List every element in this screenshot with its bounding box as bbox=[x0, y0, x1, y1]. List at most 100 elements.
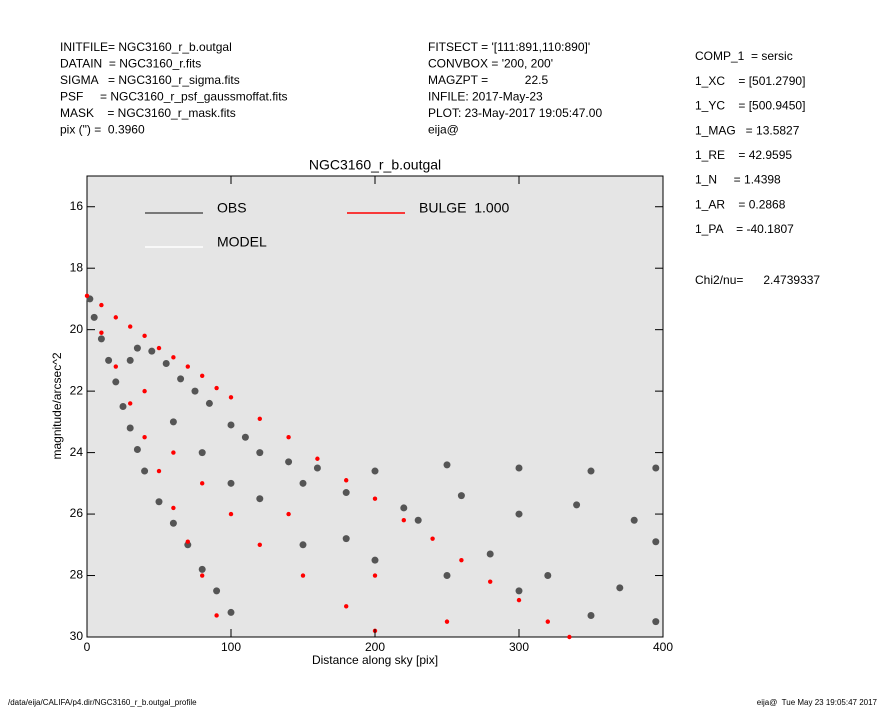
header-line: PLOT: 23-May-2017 19:05:47.00 bbox=[428, 106, 602, 120]
header-line: COMP_1 = sersic bbox=[695, 49, 793, 63]
x-tick-label: 400 bbox=[653, 640, 673, 654]
point bbox=[142, 333, 147, 339]
point bbox=[142, 388, 147, 394]
plot-area bbox=[86, 175, 664, 638]
point bbox=[300, 573, 306, 578]
point bbox=[99, 302, 104, 308]
header-line: INITFILE= NGC3160_r_b.outgal bbox=[60, 40, 232, 54]
point bbox=[177, 375, 185, 383]
point bbox=[171, 450, 176, 455]
header-line: 1_MAG = 13.5827 bbox=[695, 123, 800, 137]
point bbox=[119, 403, 127, 410]
point bbox=[544, 572, 552, 580]
point bbox=[128, 324, 133, 329]
y-tick-label: 20 bbox=[70, 322, 84, 336]
point bbox=[285, 458, 293, 466]
point bbox=[155, 498, 163, 506]
point bbox=[630, 516, 638, 524]
point bbox=[652, 618, 660, 626]
x-tick-label: 200 bbox=[365, 640, 385, 654]
point bbox=[112, 378, 120, 386]
point bbox=[90, 313, 98, 321]
point bbox=[171, 355, 176, 360]
point bbox=[344, 604, 349, 609]
header-line: INFILE: 2017-May-23 bbox=[428, 90, 543, 104]
point bbox=[342, 535, 350, 543]
header-line: eija@ bbox=[428, 123, 459, 137]
point bbox=[156, 345, 162, 351]
y-tick-label: 30 bbox=[70, 629, 84, 643]
chart-title: NGC3160_r_b.outgal bbox=[309, 157, 441, 173]
point bbox=[342, 489, 350, 497]
y-tick-label: 16 bbox=[70, 199, 84, 213]
point bbox=[148, 347, 156, 355]
header-line: 1_YC = [500.9450] bbox=[695, 99, 805, 113]
point bbox=[515, 510, 523, 518]
point bbox=[256, 449, 264, 457]
point bbox=[162, 359, 170, 367]
legend-label: OBS bbox=[217, 200, 247, 216]
point bbox=[400, 504, 408, 512]
point bbox=[344, 478, 349, 483]
y-tick-label: 18 bbox=[70, 260, 84, 274]
y-tick-label: 22 bbox=[70, 383, 84, 397]
point bbox=[113, 364, 119, 369]
point bbox=[228, 511, 234, 517]
header-line: 1_N = 1.4398 bbox=[695, 173, 781, 187]
point bbox=[97, 335, 105, 343]
legend-label: BULGE 1.000 bbox=[419, 200, 509, 216]
point bbox=[457, 492, 465, 500]
point bbox=[185, 364, 190, 369]
point bbox=[200, 481, 205, 486]
point bbox=[169, 418, 177, 426]
point bbox=[142, 435, 147, 440]
point bbox=[652, 538, 660, 546]
header-line: MAGZPT = 22.5 bbox=[428, 73, 548, 87]
point bbox=[228, 395, 234, 400]
header-line: PSF = NGC3160_r_psf_gaussmoffat.fits bbox=[60, 90, 288, 104]
y-axis-label: magnitude/arcsec^2 bbox=[50, 352, 64, 459]
point bbox=[200, 373, 205, 378]
header-line: CONVBOX = '200, 200' bbox=[428, 57, 553, 71]
point bbox=[133, 446, 141, 454]
point bbox=[616, 584, 624, 592]
point bbox=[227, 608, 235, 616]
point bbox=[205, 399, 213, 407]
point bbox=[567, 634, 572, 640]
point bbox=[99, 330, 104, 335]
point bbox=[191, 387, 199, 395]
point bbox=[444, 619, 450, 624]
point bbox=[257, 416, 262, 421]
point bbox=[227, 479, 235, 487]
header-line: 1_XC = [501.2790] bbox=[695, 74, 805, 88]
point bbox=[286, 435, 291, 440]
x-tick-label: 300 bbox=[509, 640, 529, 654]
point bbox=[486, 550, 494, 558]
points bbox=[84, 293, 660, 640]
point bbox=[443, 572, 451, 580]
point bbox=[198, 565, 206, 573]
point bbox=[372, 496, 378, 501]
point bbox=[213, 587, 221, 595]
point bbox=[227, 421, 235, 429]
header-line: 1_AR = 0.2868 bbox=[695, 197, 786, 211]
point bbox=[652, 464, 660, 472]
legend-label: MODEL bbox=[217, 234, 267, 250]
point bbox=[84, 293, 90, 299]
footer-left: /data/eija/CALIFA/p4.dir/NGC3160_r_b.out… bbox=[8, 698, 197, 707]
point bbox=[128, 401, 133, 406]
point bbox=[459, 557, 464, 563]
y-tick-label: 28 bbox=[70, 568, 84, 582]
header-line: SIGMA = NGC3160_r_sigma.fits bbox=[60, 73, 240, 87]
point bbox=[126, 424, 134, 432]
point bbox=[401, 518, 406, 523]
point bbox=[299, 541, 307, 549]
header-line: 1_PA = -40.1807 bbox=[695, 222, 794, 236]
point bbox=[198, 449, 206, 457]
header-line: MASK = NGC3160_r_mask.fits bbox=[60, 106, 236, 120]
y-tick-label: 26 bbox=[70, 506, 84, 520]
x-tick-label: 100 bbox=[221, 640, 241, 654]
point bbox=[371, 556, 379, 564]
point bbox=[515, 464, 523, 472]
